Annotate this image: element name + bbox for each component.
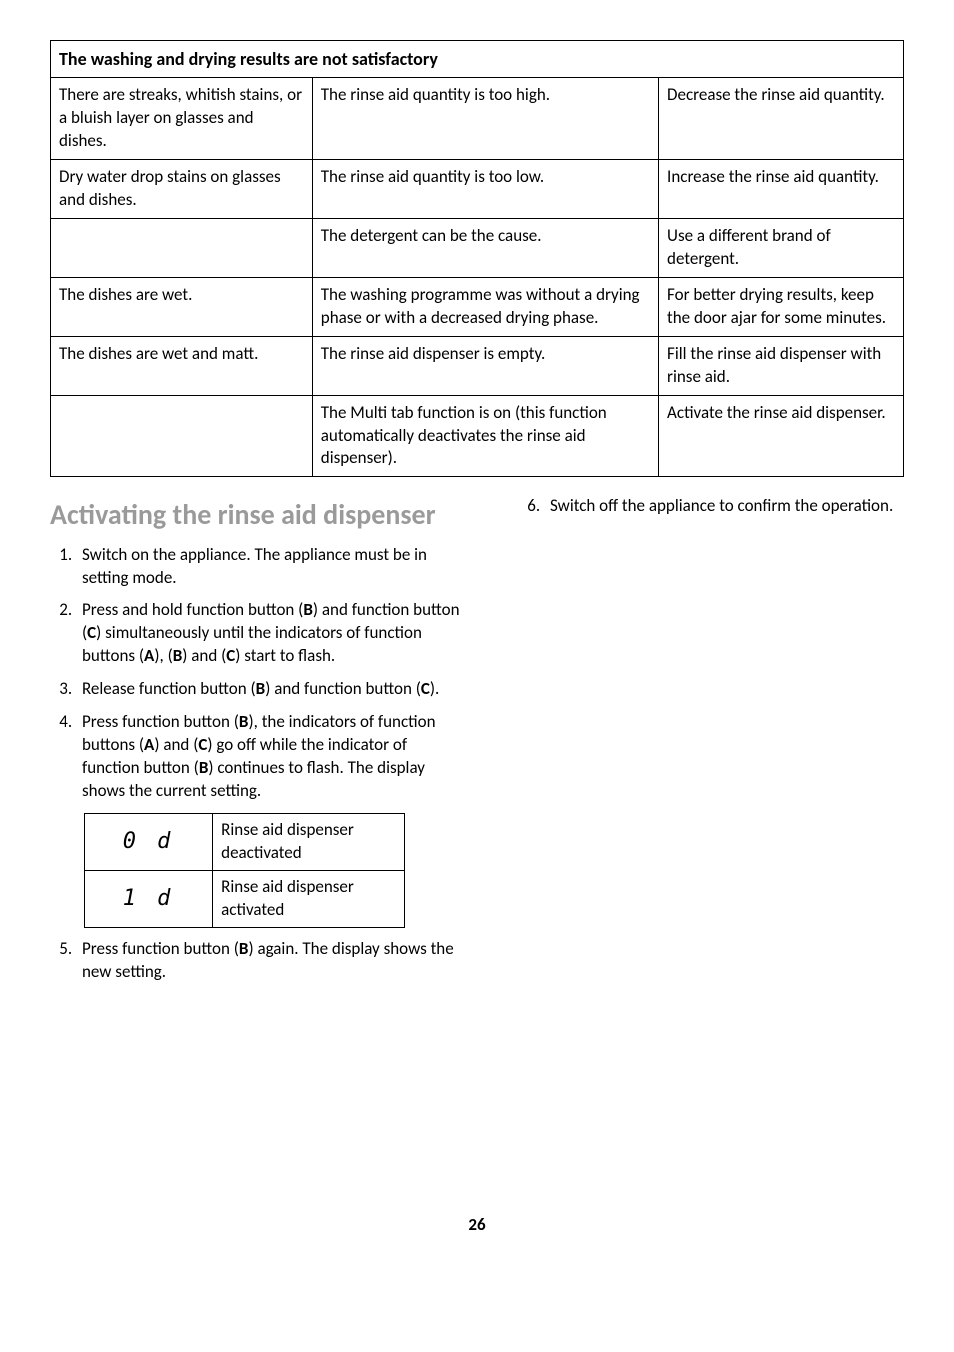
- table-row: The dishes are wet. The washing programm…: [51, 277, 904, 336]
- table-header: The washing and drying results are not s…: [51, 41, 904, 78]
- step-6: Switch off the appliance to confirm the …: [544, 495, 904, 518]
- page-number: 26: [50, 1214, 904, 1237]
- step-4: Press function button (B), the indicator…: [76, 711, 462, 803]
- table-row: The Multi tab function is on (this funct…: [51, 395, 904, 477]
- table-row: Dry water drop stains on glasses and dis…: [51, 160, 904, 219]
- display-meaning: Rinse aid dispenser activated: [213, 870, 405, 927]
- step-5: Press function button (B) again. The dis…: [76, 938, 462, 984]
- step-1: Switch on the appliance. The appliance m…: [76, 544, 462, 590]
- troubleshooting-table: The washing and drying results are not s…: [50, 40, 904, 477]
- table-row: The detergent can be the cause. Use a di…: [51, 218, 904, 277]
- table-row: There are streaks, whitish stains, or a …: [51, 78, 904, 160]
- section-heading: Activating the rinse aid dispenser: [50, 499, 462, 531]
- step-3: Release function button (B) and function…: [76, 678, 462, 701]
- display-code: 1 d: [85, 870, 213, 927]
- display-meaning: Rinse aid dispenser deactivated: [213, 813, 405, 870]
- step-2: Press and hold function button (B) and f…: [76, 599, 462, 668]
- settings-table: 0 d Rinse aid dispenser deactivated 1 d …: [84, 813, 405, 928]
- display-code: 0 d: [85, 813, 213, 870]
- table-row: The dishes are wet and matt. The rinse a…: [51, 336, 904, 395]
